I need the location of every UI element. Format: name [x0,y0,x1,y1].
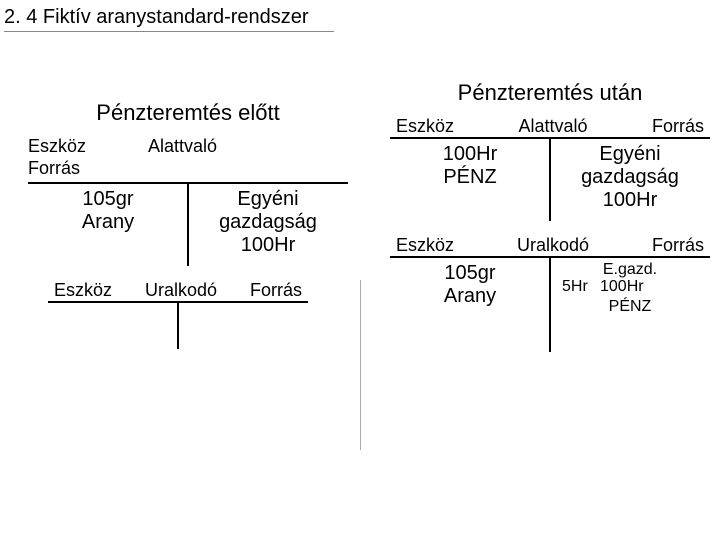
center-divider [360,280,361,450]
value: 100Hr [396,143,544,166]
value: Egyéni [194,188,342,211]
label-eszköz: Eszköz [28,136,86,157]
right-t-account-uralkodo: Eszköz Uralkodó Forrás 105gr Arany E.gaz… [390,235,710,352]
value: 105gr [396,262,544,285]
value: 100Hr [600,279,644,296]
label-eszköz: Eszköz [396,235,454,256]
label-alattvalo: Alattvaló [518,116,587,137]
value: 100Hr [194,234,342,257]
left-column: Pénzteremtés előtt Eszköz Alattvaló Forr… [18,100,358,363]
label-eszköz: Eszköz [396,116,454,137]
label-forras: Forrás [652,116,704,137]
value: PÉNZ [556,299,704,316]
t-left-side: 105gr Arany [28,184,188,266]
t-right-side: E.gazd. 5Hr 100Hr PÉNZ [550,258,710,352]
label-uralkodo: Uralkodó [517,235,589,256]
value: 5Hr [562,279,588,296]
right-column: Pénzteremtés után Eszköz Alattvaló Forrá… [380,80,720,366]
t-right-side: Egyéni gazdagság 100Hr [550,139,710,221]
left-heading: Pénzteremtés előtt [18,100,358,126]
value: gazdagság [194,211,342,234]
label-alattvalo: Alattvaló [148,136,217,157]
left-t-account-uralkodo: Eszköz Uralkodó Forrás [48,280,308,349]
value: Egyéni [556,143,704,166]
t-right-side: Egyéni gazdagság 100Hr [188,184,348,266]
value: PÉNZ [396,166,544,189]
value: Arany [34,211,182,234]
value: Arany [396,285,544,308]
label-uralkodo: Uralkodó [145,280,217,301]
right-heading: Pénzteremtés után [380,80,720,106]
right-t-account-alattvalo: Eszköz Alattvaló Forrás 100Hr PÉNZ Egyén… [390,116,710,221]
left-t-account-alattvalo: Eszköz Alattvaló Forrás 105gr Arany Egyé… [28,136,348,266]
t-left-side: 105gr Arany [390,258,550,352]
value: E.gazd. [556,262,704,279]
label-forras: Forrás [652,235,704,256]
value: 105gr [34,188,182,211]
slide-title: 2. 4 Fiktív aranystandard-rendszer [4,6,334,32]
value: 100Hr [556,189,704,212]
t-left-side: 100Hr PÉNZ [390,139,550,221]
label-forras: Forrás [250,280,302,301]
label-eszköz: Eszköz [54,280,112,301]
value: gazdagság [556,166,704,189]
label-forras: Forrás [28,158,80,179]
